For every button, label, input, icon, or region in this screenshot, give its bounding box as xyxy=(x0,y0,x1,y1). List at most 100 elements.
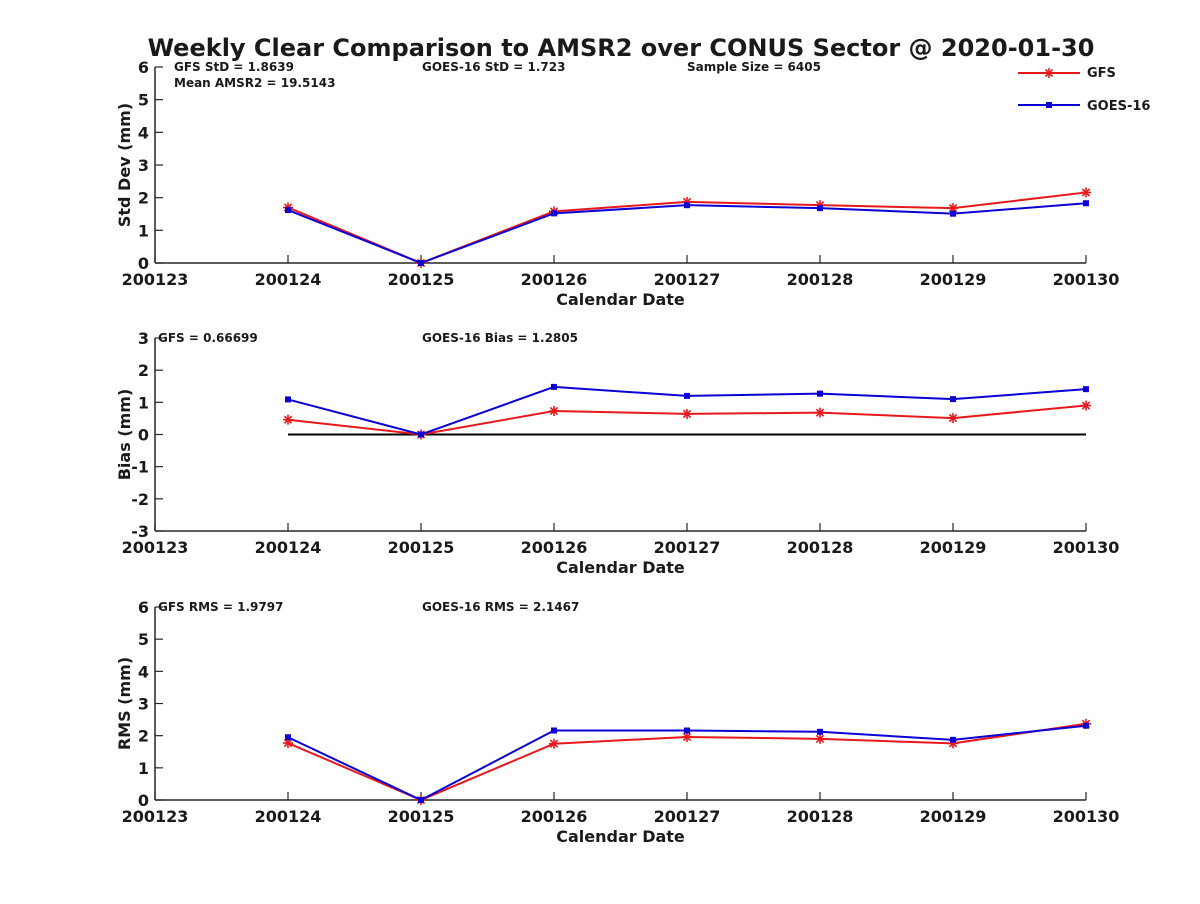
data-point-gfs xyxy=(815,407,825,418)
stat-annotation: Mean AMSR2 = 19.5143 xyxy=(174,76,335,90)
y-axis-label: Std Dev (mm) xyxy=(115,103,134,227)
y-tick-label: 4 xyxy=(138,123,149,142)
data-point-goes16 xyxy=(1083,200,1089,207)
panel-3: 200123 200124 200125 200126 200127 200128 2001… xyxy=(115,598,1119,846)
x-axis-label: Calendar Date xyxy=(556,827,685,846)
stat-annotation: GOES-16 Bias = 1.2805 xyxy=(422,331,578,345)
y-tick-label: 2 xyxy=(138,361,149,380)
data-point-goes16 xyxy=(418,797,424,803)
y-tick-label: 1 xyxy=(138,759,149,778)
data-point-goes16 xyxy=(684,392,690,399)
panel-2: 200123 200124 200125 200126 200127 200128 2001… xyxy=(115,329,1119,577)
chart-title: Weekly Clear Comparison to AMSR2 over CO… xyxy=(148,34,1095,62)
x-tick-label: 200124 xyxy=(255,538,322,557)
data-point-goes16 xyxy=(285,207,291,214)
y-axis-label: Bias (mm) xyxy=(115,389,134,481)
x-tick-label: 200123 xyxy=(122,270,189,289)
x-axis-label: Calendar Date xyxy=(556,290,685,309)
x-tick-label: 200129 xyxy=(920,807,987,826)
data-point-gfs xyxy=(283,414,293,425)
y-tick-label: 2 xyxy=(138,189,149,208)
data-point-goes16 xyxy=(551,383,557,390)
x-tick-label: 200129 xyxy=(920,270,987,289)
y-tick-label: 0 xyxy=(138,791,149,810)
y-tick-label: 1 xyxy=(138,393,149,412)
stat-annotation: GOES-16 RMS = 2.1467 xyxy=(422,600,579,614)
data-point-gfs xyxy=(549,406,559,417)
data-point-goes16 xyxy=(817,205,823,212)
x-axis-label: Calendar Date xyxy=(556,558,685,577)
y-tick-label: 5 xyxy=(138,630,149,649)
data-point-goes16 xyxy=(285,396,291,403)
data-point-goes16 xyxy=(950,736,956,743)
x-tick-label: 200126 xyxy=(521,538,588,557)
y-tick-label: 3 xyxy=(138,329,149,348)
x-tick-label: 200130 xyxy=(1053,270,1120,289)
x-tick-label: 200125 xyxy=(388,807,455,826)
y-tick-label: 6 xyxy=(138,58,149,77)
data-point-gfs xyxy=(948,413,958,424)
x-tick-label: 200124 xyxy=(255,270,322,289)
y-tick-label: 3 xyxy=(138,695,149,714)
data-point-gfs xyxy=(549,738,559,749)
y-tick-label: -1 xyxy=(131,458,149,477)
legend-gfs-marker xyxy=(1044,68,1054,78)
data-point-gfs xyxy=(815,733,825,744)
x-tick-label: 200126 xyxy=(521,270,588,289)
x-tick-label: 200128 xyxy=(787,538,854,557)
data-point-goes16 xyxy=(551,727,557,734)
data-point-goes16 xyxy=(551,210,557,217)
stat-annotation: GFS RMS = 1.9797 xyxy=(158,600,283,614)
x-tick-label: 200124 xyxy=(255,807,322,826)
data-point-gfs xyxy=(682,408,692,419)
x-tick-label: 200125 xyxy=(388,270,455,289)
data-point-goes16 xyxy=(950,396,956,403)
y-tick-label: 6 xyxy=(138,598,149,617)
y-tick-label: 4 xyxy=(138,662,149,681)
y-tick-label: -3 xyxy=(131,522,149,541)
x-tick-label: 200123 xyxy=(122,538,189,557)
data-point-goes16 xyxy=(1083,722,1089,729)
y-tick-label: 0 xyxy=(138,426,149,445)
legend-goes-label: GOES-16 xyxy=(1087,99,1150,114)
data-point-goes16 xyxy=(950,210,956,217)
y-tick-label: 5 xyxy=(138,91,149,110)
series-line-goes16 xyxy=(287,202,1087,265)
x-tick-label: 200128 xyxy=(787,270,854,289)
legend-gfs-label: GFS xyxy=(1087,66,1116,81)
y-tick-label: 2 xyxy=(138,727,149,746)
data-point-gfs xyxy=(1081,400,1091,411)
stat-annotation: GOES-16 StD = 1.723 xyxy=(422,60,565,74)
data-point-goes16 xyxy=(285,734,291,741)
x-tick-label: 200130 xyxy=(1053,807,1120,826)
stat-annotation: Sample Size = 6405 xyxy=(687,60,821,74)
x-tick-label: 200130 xyxy=(1053,538,1120,557)
data-point-goes16 xyxy=(817,728,823,735)
legend-goes-marker xyxy=(1046,102,1052,108)
panel-1: 200123 200124 200125 200126 200127 200128 2001… xyxy=(115,58,1119,309)
data-point-goes16 xyxy=(684,727,690,734)
x-tick-label: 200123 xyxy=(122,807,189,826)
panels: 200123 200124 200125 200126 200127 200128 2001… xyxy=(115,58,1119,846)
y-axis-label: RMS (mm) xyxy=(115,657,134,750)
x-tick-label: 200127 xyxy=(654,538,721,557)
y-tick-label: -2 xyxy=(131,490,149,509)
data-point-goes16 xyxy=(684,202,690,209)
legend: GFS GOES-16 xyxy=(1018,66,1150,114)
y-tick-label: 1 xyxy=(138,221,149,240)
data-point-goes16 xyxy=(817,390,823,397)
x-tick-label: 200127 xyxy=(654,807,721,826)
data-point-gfs xyxy=(682,731,692,742)
y-tick-label: 0 xyxy=(138,254,149,273)
y-tick-label: 3 xyxy=(138,156,149,175)
x-tick-label: 200125 xyxy=(388,538,455,557)
data-point-gfs xyxy=(1081,187,1091,198)
data-point-goes16 xyxy=(418,431,424,438)
x-tick-label: 200128 xyxy=(787,807,854,826)
data-point-goes16 xyxy=(1083,386,1089,393)
data-point-goes16 xyxy=(418,260,424,266)
x-tick-label: 200127 xyxy=(654,270,721,289)
x-tick-label: 200126 xyxy=(521,807,588,826)
